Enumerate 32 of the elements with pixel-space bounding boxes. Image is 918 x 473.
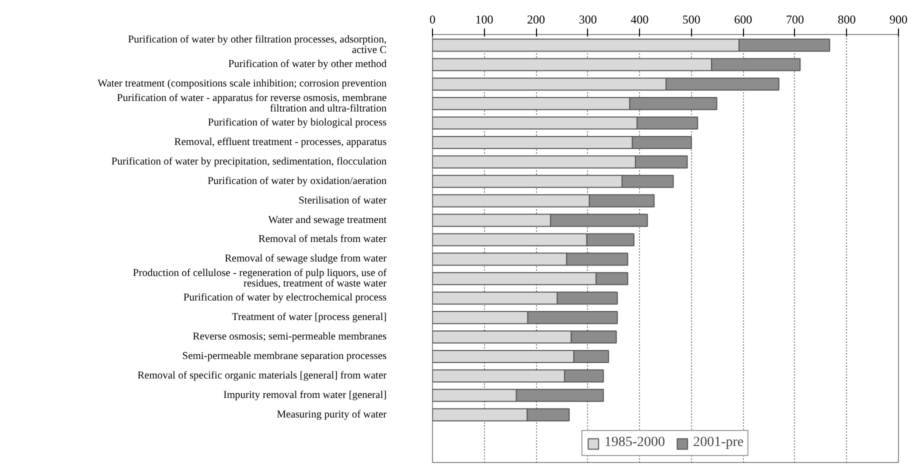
y-tick-label: Removal of specific organic materials [general] from water	[138, 370, 388, 382]
legend-label: 2001-pre	[693, 435, 744, 451]
y-tick-label: Purification of water by electrochemical process	[183, 292, 387, 304]
y-tick-label: Water and sewage treatment	[268, 214, 387, 226]
y-tick-label: Removal of metals from water	[258, 234, 388, 246]
x-tick-label: 800	[838, 12, 856, 26]
x-tick-label: 900	[890, 12, 908, 26]
y-tick-label: Removal of sewage sludge from water	[224, 254, 388, 265]
x-tick-label: 500	[682, 12, 700, 26]
y-tick-label: Semi-permeable membrane separation processes	[182, 350, 387, 362]
y-tick-label: Purification of water by other method	[228, 59, 388, 70]
legend-label: 1985-2000	[604, 435, 666, 451]
x-tick-label: 100	[475, 12, 494, 26]
y-tick-label: Removal, effluent treatment - processes, apparatus	[174, 136, 387, 148]
y-tick-label: Impurity removal from water [general]	[223, 390, 387, 401]
y-tick-label: Purification of water by oxidation/aeration	[208, 176, 388, 187]
y-tick-label: Purification of water by biological process	[208, 118, 387, 129]
y-tick-label: Measuring purity of water	[276, 409, 388, 420]
y-tick-label: Sterilisation of water	[298, 195, 388, 206]
x-tick-label: 400	[630, 12, 649, 26]
x-tick-label: 0	[430, 12, 436, 26]
x-tick-label: 700	[786, 12, 804, 26]
y-tick-label: Purification of water by precipitation, sedimentation, flocculation	[111, 156, 388, 168]
x-tick-label: 600	[734, 12, 752, 26]
y-tick-label: Production of cellulose - regeneration of pulp liquors, use of residues, treatment of waste water	[132, 268, 388, 290]
x-tick-label: 200	[527, 12, 546, 26]
y-tick-label: Reverse osmosis; semi-permeable membranes	[192, 332, 387, 343]
x-tick-label: 300	[578, 12, 597, 26]
y-tick-label: Treatment of water [process general]	[232, 312, 387, 324]
y-tick-label: Purification of water by other filtration processes, adsorption, active C	[128, 34, 387, 56]
y-tick-label: Water treatment (compositions scale inhibition; corrosion prevention	[98, 78, 388, 90]
y-tick-label: Purification of water - apparatus for reverse osmosis, membrane filtration and ultra-filtration	[116, 92, 388, 114]
